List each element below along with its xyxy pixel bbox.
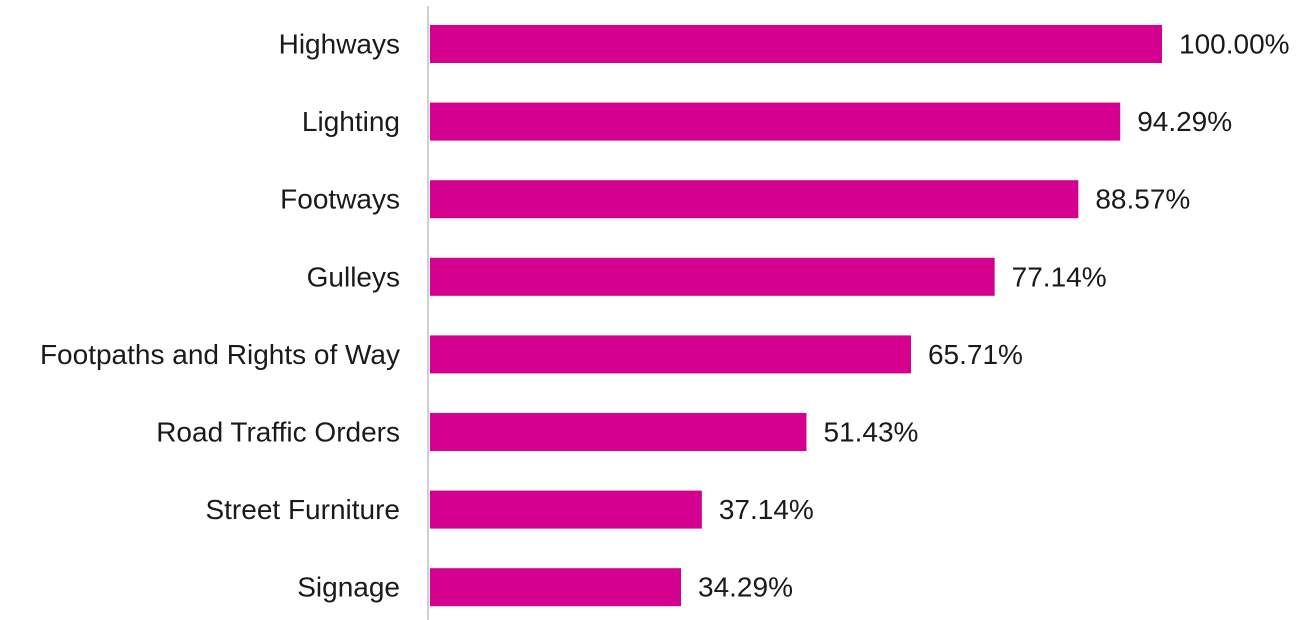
bar-signage xyxy=(430,568,682,607)
bar-lighting xyxy=(430,102,1121,141)
value-label: 65.71% xyxy=(928,339,1023,370)
value-label: 34.29% xyxy=(698,572,793,603)
bar-footpaths-and-rights-of-way xyxy=(430,335,911,374)
category-label: Highways xyxy=(279,29,400,60)
bar-road-traffic-orders xyxy=(430,413,807,451)
category-label: Lighting xyxy=(302,106,400,137)
bars-group xyxy=(430,25,1162,607)
category-label: Footpaths and Rights of Way xyxy=(40,339,400,370)
value-labels: 100.00% 94.29% 88.57% 77.14% 65.71% 51.43% 37.… xyxy=(698,29,1290,603)
category-label: Signage xyxy=(297,572,400,603)
value-label: 51.43% xyxy=(823,417,918,448)
value-label: 37.14% xyxy=(719,494,814,525)
value-label: 94.29% xyxy=(1137,106,1232,137)
category-label: Road Traffic Orders xyxy=(156,417,400,448)
value-label: 77.14% xyxy=(1012,261,1107,292)
category-label: Footways xyxy=(280,184,400,215)
value-label: 100.00% xyxy=(1179,29,1290,60)
bar-highways xyxy=(430,25,1162,63)
value-label: 88.57% xyxy=(1095,184,1190,215)
bar-gulleys xyxy=(430,257,995,296)
bar-street-furniture xyxy=(430,490,702,529)
bar-footways xyxy=(430,180,1079,219)
category-label: Gulleys xyxy=(307,261,400,292)
category-label: Street Furniture xyxy=(205,494,400,525)
category-labels: Highways Lighting Footways Gulleys Footpaths… xyxy=(40,29,400,603)
